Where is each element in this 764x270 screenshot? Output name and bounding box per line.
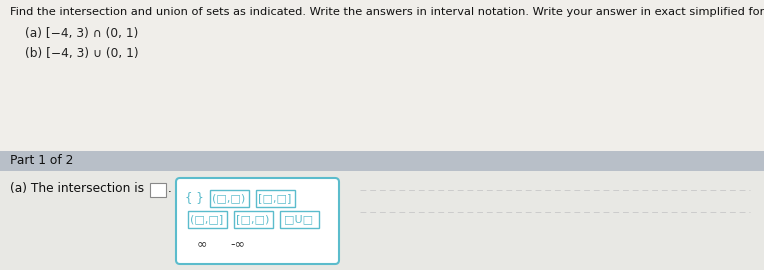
Bar: [0, 0, 764, 172]
FancyBboxPatch shape: [280, 211, 319, 228]
Bar: [0, 151, 764, 171]
Bar: [150, 183, 166, 197]
Text: □U□: □U□: [284, 214, 313, 224]
Text: (a) The intersection is: (a) The intersection is: [10, 182, 144, 195]
Text: [□,□]: [□,□]: [258, 193, 292, 203]
FancyBboxPatch shape: [187, 211, 226, 228]
FancyBboxPatch shape: [176, 178, 339, 264]
Text: [□,□): [□,□): [236, 214, 270, 224]
Text: (□,□]: (□,□]: [190, 214, 224, 224]
Text: Part 1 of 2: Part 1 of 2: [10, 154, 73, 167]
Text: { }: { }: [185, 191, 203, 204]
FancyBboxPatch shape: [209, 190, 248, 207]
Text: -∞: -∞: [231, 238, 245, 251]
Text: (□,□): (□,□): [212, 193, 245, 203]
Bar: [0, 171, 764, 270]
Text: (a) [−4, 3) ∩ (0, 1): (a) [−4, 3) ∩ (0, 1): [25, 27, 138, 40]
Text: .: .: [168, 182, 172, 195]
Text: (b) [−4, 3) ∪ (0, 1): (b) [−4, 3) ∪ (0, 1): [25, 47, 138, 60]
Text: Find the intersection and union of sets as indicated. Write the answers in inter: Find the intersection and union of sets …: [10, 7, 764, 17]
Text: ∞: ∞: [197, 238, 207, 251]
FancyBboxPatch shape: [234, 211, 273, 228]
FancyBboxPatch shape: [255, 190, 294, 207]
